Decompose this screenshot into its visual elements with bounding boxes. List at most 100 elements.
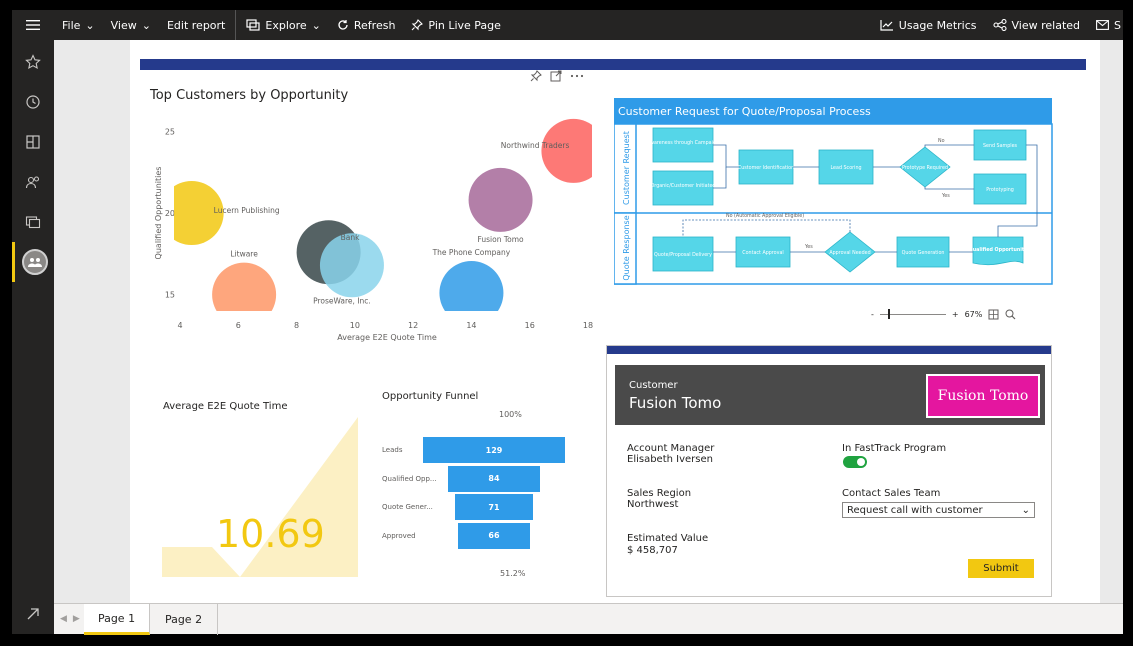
node-prototype-label: Prototype Required xyxy=(902,165,948,171)
explore-label: Explore xyxy=(265,18,307,32)
shared-nav[interactable] xyxy=(12,162,54,202)
zoom-in-button[interactable]: + xyxy=(951,309,959,319)
expand-arrow-icon xyxy=(27,608,39,620)
edit-report-button[interactable]: Edit report xyxy=(159,10,233,40)
zoom-control: - + 67% xyxy=(871,306,1071,322)
zoom-out-button[interactable]: - xyxy=(871,309,874,319)
node-quote-generation-label: Quote Generation xyxy=(902,250,945,256)
x-tick-label-7: 18 xyxy=(583,321,593,330)
process-flow-diagram[interactable]: Customer Request for Quote/Proposal Proc… xyxy=(614,98,1054,288)
subscribe-button[interactable]: S xyxy=(1088,10,1123,40)
explore-menu[interactable]: Explore ⌄ xyxy=(238,10,329,40)
refresh-button[interactable]: Refresh xyxy=(329,10,404,40)
node-approval xyxy=(824,231,876,273)
shared-icon xyxy=(25,176,40,189)
node-delivery-label: Quote/Proposal Delivery xyxy=(654,252,712,258)
favorites-nav[interactable] xyxy=(12,42,54,82)
refresh-label: Refresh xyxy=(353,18,396,32)
tab-page-2[interactable]: Page 2 xyxy=(150,604,218,635)
kpi-trend-area xyxy=(162,417,358,577)
node-organic xyxy=(652,170,714,206)
workspace-avatar-icon xyxy=(21,249,48,275)
usage-metrics-button[interactable]: Usage Metrics xyxy=(872,10,985,40)
lane2-header xyxy=(614,212,637,285)
kpi-value: 10.69 xyxy=(216,512,325,556)
report-header-bar xyxy=(140,59,1086,70)
customer-logo: Fusion Tomo xyxy=(926,374,1040,418)
chevron-down-icon: ⌄ xyxy=(141,18,151,32)
pin-live-page-label: Pin Live Page xyxy=(428,18,501,32)
scatter-point-3 xyxy=(212,262,277,311)
scatter-points xyxy=(174,118,592,311)
scatter-point-label-6: The Phone Company xyxy=(432,248,511,257)
customer-label: Customer xyxy=(629,380,678,391)
scatter-title: Top Customers by Opportunity xyxy=(150,88,349,103)
recent-nav[interactable] xyxy=(12,82,54,122)
submit-button[interactable]: Submit xyxy=(968,559,1034,578)
edge-auto-label: No (Automatic Approval Eligible) xyxy=(726,213,804,219)
scatter-chart[interactable]: Qualified Opportunities Average E2E Quot… xyxy=(149,105,599,355)
scatter-ylabel: Qualified Opportunities xyxy=(154,167,163,260)
recent-clock-icon xyxy=(26,95,40,109)
usage-metrics-label: Usage Metrics xyxy=(898,18,977,32)
pin-icon xyxy=(412,19,424,31)
contact-sales-dropdown[interactable]: Request call with customer ⌄ xyxy=(842,502,1035,518)
view-label: View xyxy=(110,18,137,32)
chevron-left-icon[interactable]: ◀ xyxy=(60,614,67,624)
scatter-point-label-1: Lucern Publishing xyxy=(214,206,280,215)
node-approval-label: Approval Needed xyxy=(829,250,870,256)
tab-page-1[interactable]: Page 1 xyxy=(84,604,150,635)
scatter-point-label-0: Northwind Traders xyxy=(501,141,570,150)
chevron-down-icon: ⌄ xyxy=(1021,504,1030,516)
expand-nav-button[interactable] xyxy=(12,594,54,634)
zoom-slider[interactable] xyxy=(879,308,946,319)
top-toolbar: File ⌄ View ⌄ Edit report Explore ⌄ Refresh… xyxy=(12,10,1123,40)
node-qualified-label: Qualified Opportunity xyxy=(969,247,1029,253)
file-menu[interactable]: File ⌄ xyxy=(54,10,103,40)
view-menu[interactable]: View ⌄ xyxy=(103,10,159,40)
scatter-ticks: 4 6 8 10 12 14 16 18 15 20 25 xyxy=(165,127,593,330)
kpi-title: Average E2E Quote Time xyxy=(163,401,288,412)
zoom-search-icon[interactable] xyxy=(1005,309,1016,320)
customer-app-card: Customer Fusion Tomo Fusion Tomo Account… xyxy=(606,345,1052,597)
share-nodes-icon xyxy=(992,19,1007,31)
view-related-label: View related xyxy=(1011,18,1081,32)
workspace-avatar-nav[interactable] xyxy=(12,242,54,282)
contact-sales-value: Request call with customer xyxy=(847,504,983,516)
more-options-icon[interactable] xyxy=(570,70,584,82)
chevron-right-icon[interactable]: ▶ xyxy=(72,614,80,624)
pin-visual-icon[interactable] xyxy=(530,70,542,82)
node-send-samples-label: Send Samples xyxy=(983,143,1018,149)
x-tick-label-3: 10 xyxy=(350,321,360,330)
focus-mode-icon[interactable] xyxy=(550,70,562,82)
node-contact-approval-label: Contact Approval xyxy=(742,250,783,256)
scatter-point-label-3: Litware xyxy=(230,250,258,259)
hamburger-menu-button[interactable] xyxy=(12,10,54,40)
funnel-bottom-pct: 51.2% xyxy=(500,569,526,578)
favorites-star-icon xyxy=(25,54,41,70)
pin-live-page-button[interactable]: Pin Live Page xyxy=(403,10,509,40)
fit-to-page-icon[interactable] xyxy=(988,309,999,320)
scatter-point-label-2: Fusion Tomo xyxy=(477,235,524,244)
workspaces-nav[interactable] xyxy=(12,202,54,242)
apps-nav[interactable] xyxy=(12,122,54,162)
chart-line-icon xyxy=(880,20,893,31)
view-related-button[interactable]: View related xyxy=(985,10,1089,40)
funnel-bar-1[interactable]: 84 xyxy=(447,465,541,492)
tab-scroll-arrows: ◀ ▶ xyxy=(60,614,80,624)
funnel-bar-0[interactable]: 129 xyxy=(423,437,565,463)
x-tick-label-6: 16 xyxy=(525,321,535,330)
funnel-category-label-0: Leads xyxy=(382,446,403,454)
fasttrack-toggle[interactable] xyxy=(843,456,867,468)
app-header-bar xyxy=(607,346,1051,354)
explore-icon xyxy=(246,19,260,31)
scatter-xlabel: Average E2E Quote Time xyxy=(337,333,437,342)
zoom-slider-thumb[interactable] xyxy=(887,308,890,319)
funnel-bar-3[interactable]: 66 xyxy=(457,522,531,549)
customer-name: Fusion Tomo xyxy=(629,394,722,412)
hamburger-icon xyxy=(26,20,40,30)
y-tick-label-0: 15 xyxy=(165,291,175,300)
funnel-category-label-2: Quote Gener... xyxy=(382,503,433,511)
account-manager-label: Account Manager xyxy=(627,443,715,454)
funnel-bar-2[interactable]: 71 xyxy=(454,494,534,520)
